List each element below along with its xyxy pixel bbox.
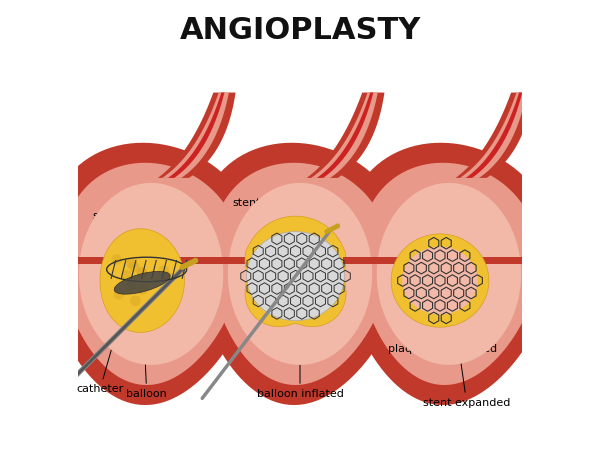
Circle shape: [121, 270, 132, 281]
Polygon shape: [168, 93, 224, 178]
Polygon shape: [307, 93, 385, 178]
Circle shape: [130, 296, 141, 306]
Polygon shape: [210, 163, 390, 385]
Polygon shape: [158, 93, 236, 178]
Polygon shape: [391, 234, 489, 327]
Ellipse shape: [402, 247, 478, 315]
Text: balloon inflated: balloon inflated: [257, 336, 343, 399]
Polygon shape: [61, 163, 241, 385]
Polygon shape: [377, 183, 521, 365]
Polygon shape: [247, 232, 344, 320]
Polygon shape: [359, 163, 539, 385]
Polygon shape: [311, 93, 378, 178]
Bar: [46, 257, 257, 264]
Circle shape: [137, 268, 148, 279]
Polygon shape: [317, 93, 373, 178]
Polygon shape: [79, 183, 223, 365]
Text: catheter: catheter: [76, 331, 124, 395]
Text: plaque compressed: plaque compressed: [388, 296, 497, 355]
Text: plaque: plaque: [143, 300, 181, 355]
Text: stent: stent: [92, 211, 133, 257]
Bar: [343, 257, 554, 264]
Polygon shape: [455, 93, 533, 178]
Polygon shape: [162, 93, 229, 178]
Polygon shape: [460, 93, 527, 178]
Circle shape: [136, 267, 147, 277]
Bar: [194, 257, 406, 264]
Polygon shape: [466, 93, 522, 178]
Text: stent expanded: stent expanded: [423, 313, 511, 408]
Polygon shape: [245, 216, 346, 327]
Circle shape: [126, 280, 137, 291]
Text: ANGIOPLASTY: ANGIOPLASTY: [179, 16, 421, 45]
Polygon shape: [44, 143, 258, 405]
Polygon shape: [100, 229, 184, 333]
Circle shape: [126, 258, 137, 269]
Circle shape: [129, 261, 139, 272]
Ellipse shape: [114, 271, 170, 294]
Text: stent: stent: [232, 198, 271, 239]
Text: balloon: balloon: [126, 293, 167, 399]
Circle shape: [163, 271, 173, 282]
Circle shape: [137, 284, 148, 295]
Polygon shape: [228, 183, 372, 365]
Circle shape: [158, 266, 169, 276]
Circle shape: [113, 289, 124, 300]
Polygon shape: [193, 143, 407, 405]
Polygon shape: [342, 143, 556, 405]
Circle shape: [112, 254, 122, 265]
